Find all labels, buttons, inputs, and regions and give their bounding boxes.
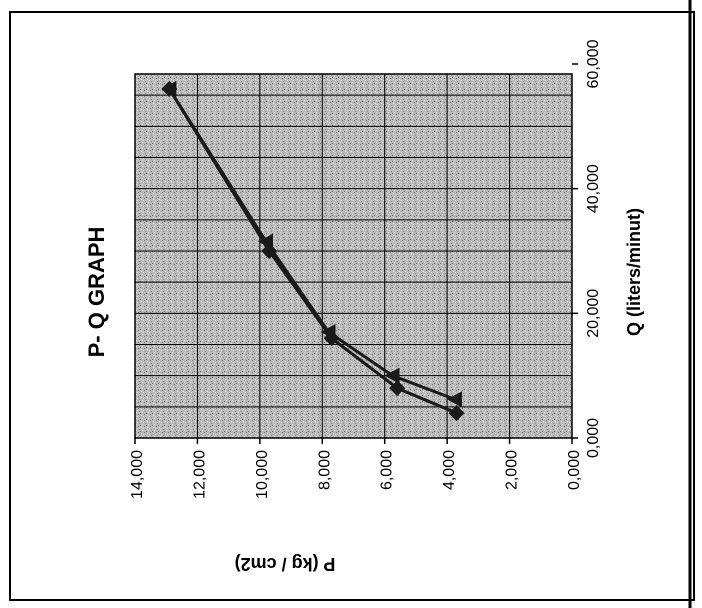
data-point-triangle	[446, 391, 462, 408]
y-tick-label: 14,000	[129, 450, 146, 499]
y-tick-label: 10,000	[254, 450, 271, 499]
data-point-triangle	[161, 80, 177, 97]
x-tick-label: 40,000	[585, 164, 602, 213]
y-tick-label: 6,000	[379, 450, 396, 490]
y-axis-title: P (kg / cm2)	[235, 554, 336, 574]
y-tick-label: 2,000	[504, 450, 521, 490]
y-tick-label: 4,000	[441, 450, 458, 490]
x-tick-label: 60,000	[585, 39, 602, 88]
x-axis-ticks: 0,000 20,000 40,000 60,000	[572, 39, 602, 458]
data-point-triangle	[258, 233, 274, 250]
series-layer	[161, 80, 465, 422]
data-point-diamond	[261, 243, 278, 259]
y-tick-label: 8,000	[316, 450, 333, 490]
y-axis-ticks: 0,000 2,000 4,000 6,000 8,000 10,000 12,000 14,…	[129, 438, 583, 499]
x-axis-title: Q (liters/minut)	[624, 208, 644, 336]
plot-area	[134, 73, 573, 439]
y-tick-label: 12,000	[191, 450, 208, 499]
data-point-triangle	[320, 324, 336, 341]
x-tick-label: 20,000	[585, 289, 602, 338]
data-point-diamond	[389, 380, 406, 397]
data-point-triangle	[384, 367, 400, 384]
y-tick-label: 0,000	[566, 450, 583, 490]
horizontal-gridlines	[135, 94, 572, 408]
x-tick-label: 0,000	[585, 418, 602, 458]
chart-title: P- Q GRAPH	[84, 227, 109, 358]
data-point-diamond	[448, 405, 465, 422]
